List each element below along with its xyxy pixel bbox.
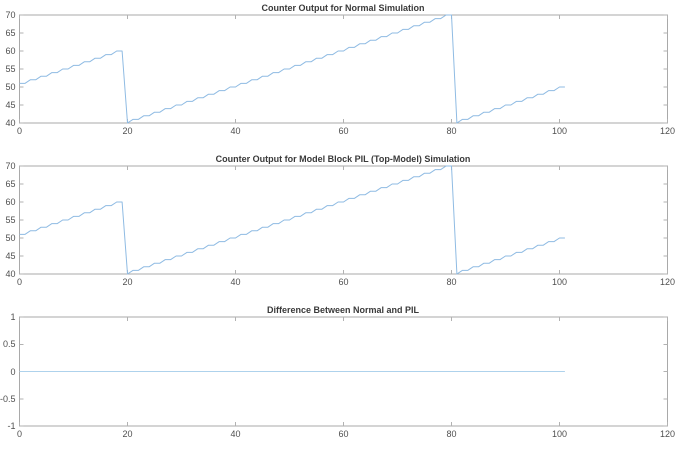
axis-tick-marks <box>19 14 668 124</box>
subplot-counter-pil: Counter Output for Model Block PIL (Top-… <box>0 151 691 302</box>
x-tick-label: 60 <box>338 277 349 287</box>
x-tick-label: 20 <box>122 277 133 287</box>
y-tick-label: 65 <box>5 179 16 189</box>
y-tick-label: 0.5 <box>2 339 16 350</box>
y-tick-label: 45 <box>5 251 16 261</box>
y-tick-label: -0.5 <box>0 393 16 404</box>
x-tick-label: 100 <box>551 126 568 136</box>
subplot-title: Counter Output for Model Block PIL (Top-… <box>215 154 471 164</box>
x-tick-label: 60 <box>338 429 349 439</box>
axes-difference <box>19 316 668 427</box>
subplot-difference: Difference Between Normal and PIL 0 20 40 6… <box>0 302 691 454</box>
x-tick-label: 80 <box>446 277 457 287</box>
y-tick-label: 0 <box>10 366 16 377</box>
axis-tick-marks <box>19 165 668 275</box>
y-tick-label: 1 <box>10 312 16 322</box>
y-tick-label: 55 <box>5 64 16 74</box>
x-tick-label: 120 <box>659 126 676 136</box>
y-tick-label: 40 <box>5 118 16 128</box>
y-tick-label: 55 <box>5 215 16 225</box>
subplot-counter-normal: Counter Output for Normal Simulation 0 20… <box>0 0 691 151</box>
x-tick-label: 40 <box>230 126 241 136</box>
x-tick-label: 80 <box>446 126 457 136</box>
axes-box <box>19 165 668 275</box>
y-tick-label: 50 <box>5 82 16 92</box>
series-line <box>19 14 565 124</box>
x-tick-label: 0 <box>16 429 22 439</box>
x-tick-label: 20 <box>122 429 133 439</box>
y-tick-label: 70 <box>5 161 16 171</box>
x-tick-label: 120 <box>659 429 676 439</box>
x-tick-label: 60 <box>338 126 349 136</box>
x-tick-label: 0 <box>16 126 22 136</box>
y-tick-label: 60 <box>5 197 16 207</box>
x-tick-label: 20 <box>122 126 133 136</box>
axes-pil-simulation <box>19 165 668 275</box>
y-tick-label: 50 <box>5 233 16 243</box>
x-tick-label: 80 <box>446 429 457 439</box>
series-line <box>19 165 565 275</box>
y-tick-label: 60 <box>5 46 16 56</box>
x-tick-label: 0 <box>16 277 22 287</box>
x-tick-label: 40 <box>230 277 241 287</box>
axes-box <box>19 14 668 124</box>
x-tick-label: 100 <box>551 429 568 439</box>
x-tick-label: 120 <box>659 277 676 287</box>
subplot-title: Difference Between Normal and PIL <box>266 305 420 315</box>
x-tick-label: 40 <box>230 429 241 439</box>
y-tick-label: 65 <box>5 28 16 38</box>
x-tick-label: 100 <box>551 277 568 287</box>
y-tick-label: 45 <box>5 100 16 110</box>
y-tick-label: 40 <box>5 269 16 279</box>
y-tick-label: -1 <box>7 421 16 431</box>
axes-normal-simulation <box>19 14 668 124</box>
y-tick-label: 70 <box>5 10 16 20</box>
subplot-title: Counter Output for Normal Simulation <box>261 3 425 13</box>
